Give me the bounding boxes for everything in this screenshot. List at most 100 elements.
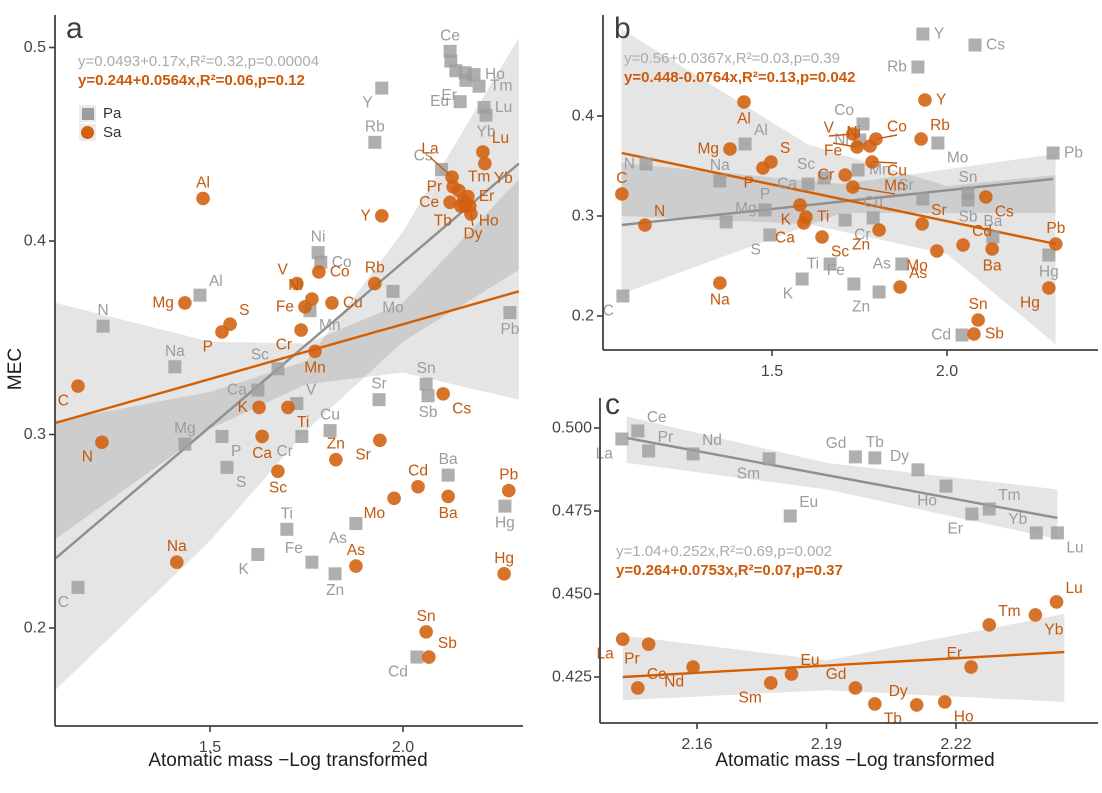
panel-b-label-Sa-Fe: Fe (824, 143, 842, 160)
panel-a-label-Pa-Sb: Sb (419, 404, 438, 421)
panel-a-point-Pa-Y (375, 81, 389, 95)
panel-c-point-Sa-Eu (784, 667, 799, 681)
panel-a-point-Pa-P (215, 429, 229, 443)
panel-a-point-Pa-K (251, 547, 265, 561)
panel-a-label-Pa-As: As (329, 530, 347, 547)
panel-a-point-Pa-Ti (280, 522, 294, 536)
panel-b-point-Pa-Mo (931, 136, 945, 150)
panel-a-label-Sa-Sn: Sn (417, 608, 436, 625)
panel-a-label-Sa-Ba: Ba (439, 505, 458, 522)
panel-a-point-Sa-K (252, 400, 266, 415)
pa-square-icon (81, 107, 94, 120)
panel-a-point-Sa-Cu (325, 296, 339, 310)
panel-b-label-Sa-Ba: Ba (983, 257, 1002, 274)
panel-a-label-Pa-Rb: Rb (365, 118, 385, 135)
panel-a-label-Pa-Ho: Ho (485, 66, 505, 83)
panel-b-label-Sa-Mg: Mg (697, 141, 719, 158)
panel-b-label-Sa-Hg: Hg (1020, 294, 1040, 311)
panel-b-label-Sa-Sr: Sr (931, 202, 947, 219)
panel-b-label-Pa-Hg: Hg (1039, 263, 1059, 280)
panel-b-point-Pa-Mn (851, 163, 865, 177)
panel-b-point-Sa-N (638, 218, 652, 232)
panel-a-point-Pa-Sb (421, 389, 435, 403)
panel-a-label-Pa-Ti: Ti (281, 505, 293, 522)
panel-a-ci-band-Pa (55, 37, 519, 690)
panel-b-label-Sa-Ti: Ti (817, 209, 829, 226)
panel-c-point-Sa-Ce (631, 681, 645, 695)
panel-b-point-Pa-Zn (872, 285, 886, 299)
panel-a-point-Pa-Eu (453, 95, 467, 109)
panel-b-point-Sa-Sc (815, 230, 829, 244)
panel-c-y-tick-label-0.475: 0.475 (552, 503, 592, 520)
panel-a-label-Sa-C: C (58, 393, 69, 410)
panel-a-point-Pa-Cs (435, 162, 449, 176)
panel-b-label-Sa-Mo: Mo (906, 257, 928, 274)
panel-c-label-Pa-La: La (596, 445, 614, 462)
panel-b-label-Sa-N: N (654, 203, 665, 220)
panel-c-x-tick-label-2.22: 2.22 (940, 736, 971, 753)
panel-a-label-Pa-Cr: Cr (277, 443, 293, 460)
panel-b-label-Sa-Pb: Pb (1046, 220, 1065, 237)
panel-c-point-Sa-Tb (868, 697, 882, 711)
panel-a-point-Pa-Fe (305, 555, 319, 569)
panel-b-point-Sa-Y (918, 93, 932, 107)
panel-b-point-Sa-Cs (979, 190, 993, 204)
panel-c-point-Pa-Eu (783, 509, 797, 523)
panel-b-point-Sa-Cr (838, 168, 852, 182)
panel-a-letter: a (66, 12, 83, 45)
panel-a-label-Pa-Cs: Cs (414, 147, 433, 164)
panel-b-point-Sa-Mo (930, 244, 944, 258)
panel-c-point-Pa-Er (965, 507, 979, 521)
panel-b-letter: b (614, 12, 631, 45)
panel-b-point-Sa-Mn (846, 180, 860, 194)
panel-a-label-Pa-Tm: Tm (490, 78, 512, 95)
panel-b-label-Sa-Y: Y (936, 92, 946, 109)
panel-a-point-Pa-Sn (419, 377, 433, 391)
panel-c-label-Sa-Dy: Dy (889, 683, 908, 700)
panel-a-label-Sa-N: N (82, 449, 93, 466)
panel-b-x-tick-label-2.0: 2.0 (936, 363, 958, 380)
panel-b-equation-sa: y=0.448-0.0764x,R²=0.13,p=0.042 (624, 69, 856, 86)
panel-b-point-Sa-Al (737, 95, 751, 109)
panel-a-point-Pa-Sr (372, 393, 386, 407)
panel-b-label-Sa-Al: Al (737, 110, 751, 127)
panel-b-label-Pa-Y: Y (934, 26, 944, 43)
panel-a-point-Pa-Ba (441, 468, 455, 482)
panel-a-label-Pa-Cd: Cd (388, 663, 408, 680)
panel-b-label-Pa-Cu: Cu (863, 194, 883, 211)
panel-c-label-Pa-Pr: Pr (658, 429, 674, 446)
panel-b-point-Pa-Na (713, 174, 727, 188)
panel-a-label-Sa-Sb: Sb (438, 635, 457, 652)
panel-a-label-Sa-Cr: Cr (276, 336, 292, 353)
panel-a-label-Sa-Ni: Ni (288, 277, 303, 294)
panel-c-label-Sa-Pr: Pr (624, 651, 640, 668)
panel-b-point-Pa-Sb (961, 193, 975, 207)
panel-a-label-Sa-Cd: Cd (408, 463, 428, 480)
panel-a-label-Pa-Zn: Zn (326, 582, 344, 599)
panel-a-point-Sa-Cd (411, 479, 425, 494)
panel-a-point-Pa-Ni (311, 246, 325, 260)
panel-b-label-Pa-Al: Al (754, 122, 768, 139)
sa-circle-icon (81, 126, 94, 139)
panel-a-point-Pa-Ca (251, 383, 265, 397)
panel-b-point-Sa-Ni (863, 139, 877, 153)
panel-a-label-Pa-Mn: Mn (319, 317, 341, 334)
panel-a-point-Sa-Na (170, 555, 184, 570)
panel-b-label-Pa-N: N (624, 156, 635, 173)
panel-b-point-Pa-Al (738, 137, 752, 151)
panel-b-point-Pa-Hg (1042, 248, 1056, 262)
panel-a-label-Sa-Ho: Ho (479, 213, 499, 230)
panel-b-label-Sa-Rb: Rb (930, 117, 950, 134)
panel-c-label-Sa-Tm: Tm (998, 603, 1020, 620)
panel-a-point-Sa-unlabeled (458, 199, 473, 213)
panel-a-point-Sa-S (223, 317, 237, 332)
panel-a-point-Sa-Hg (497, 567, 511, 581)
legend-label-sa: Sa (103, 124, 122, 141)
panel-a-label-Pa-C: C (58, 594, 69, 611)
panel-a-label-Sa-Mg: Mg (152, 294, 174, 311)
panel-b-label-Pa-Sb: Sb (959, 208, 978, 225)
panel-a: CNNaMgAlPSKCaScTiVCrMnFeCoNiCuZnAsRbSrYM… (24, 15, 523, 756)
panel-b-point-Pa-Mg (719, 215, 733, 229)
panel-b-label-Pa-Cr: Cr (854, 226, 870, 243)
